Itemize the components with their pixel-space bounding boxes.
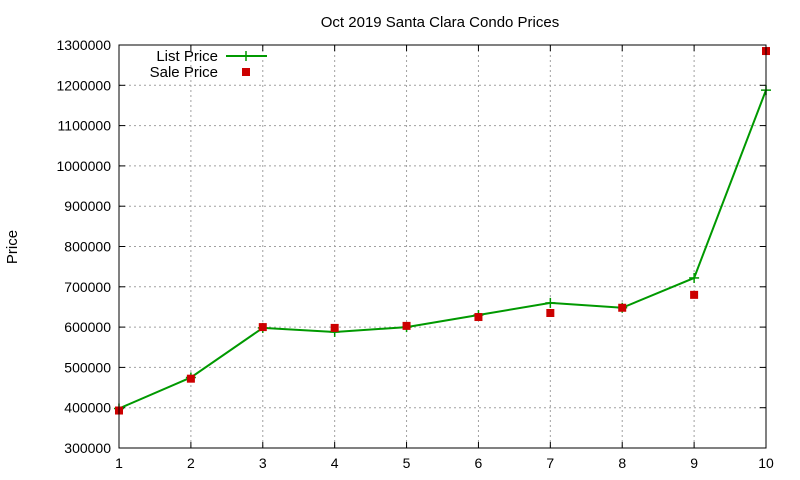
sale-price-point xyxy=(690,290,699,299)
sale-price-point xyxy=(474,313,483,322)
y-tick-label: 1300000 xyxy=(56,37,111,53)
y-tick-label: 300000 xyxy=(64,440,111,456)
series-layer xyxy=(114,47,771,415)
chart-title: Oct 2019 Santa Clara Condo Prices xyxy=(321,14,559,31)
y-tick-label: 800000 xyxy=(64,239,111,255)
x-tick-label: 1 xyxy=(115,455,123,471)
x-tick-label: 4 xyxy=(331,455,339,471)
y-tick-label: 400000 xyxy=(64,400,111,416)
x-tick-label: 7 xyxy=(546,455,554,471)
x-tick-label: 5 xyxy=(403,455,411,471)
x-tick-label: 10 xyxy=(758,455,774,471)
y-tick-label: 900000 xyxy=(64,198,111,214)
y-tick-label: 1100000 xyxy=(58,118,112,134)
sale-price-point xyxy=(186,374,195,383)
legend-swatch-sale-price xyxy=(242,68,250,76)
x-tick-label: 8 xyxy=(618,455,626,471)
sale-price-point xyxy=(618,303,627,312)
list-price-line xyxy=(118,89,767,410)
list-price-point xyxy=(545,297,556,308)
list-price-point xyxy=(689,272,700,283)
sale-price-point xyxy=(330,323,339,332)
sale-price-point xyxy=(402,321,411,330)
plot-frame xyxy=(118,44,767,449)
legend-label-sale-price: Sale Price xyxy=(150,64,218,81)
y-tick-label: 1200000 xyxy=(56,77,111,93)
sale-price-point xyxy=(546,308,555,317)
y-tick-label: 700000 xyxy=(64,279,111,295)
y-tick-label: 500000 xyxy=(64,359,111,375)
x-tick-label: 6 xyxy=(475,455,483,471)
y-tick-label: 1000000 xyxy=(56,158,111,174)
axis-ticks: 300000 400000 500000 600000 700000 800000 9000… xyxy=(56,37,774,471)
x-tick-label: 9 xyxy=(690,455,698,471)
x-tick-label: 3 xyxy=(259,455,267,471)
y-axis-label: Price xyxy=(4,230,21,264)
x-tick-label: 2 xyxy=(187,455,195,471)
y-tick-label: 600000 xyxy=(64,319,111,335)
sale-price-point xyxy=(258,323,267,332)
grid xyxy=(119,45,766,448)
legend-label-list-price: List Price xyxy=(156,48,218,65)
